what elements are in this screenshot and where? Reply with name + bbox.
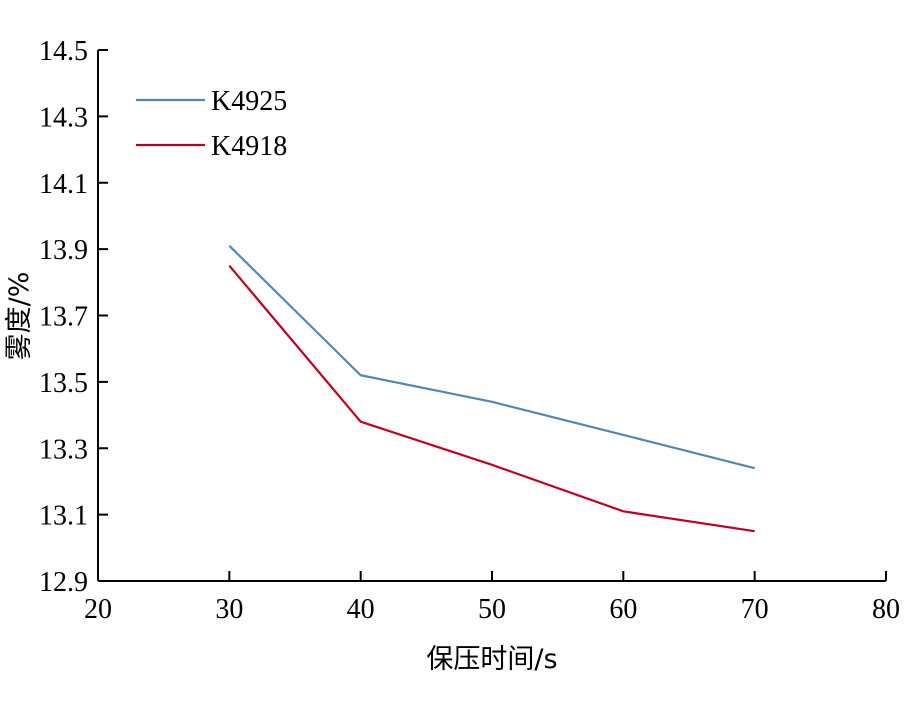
x-tick-label: 50 (478, 594, 506, 625)
y-tick-label: 13.3 (39, 434, 88, 465)
y-tick-label: 14.5 (39, 36, 88, 67)
legend: K4925 K4918 (136, 86, 287, 162)
series-line-k4918 (228, 265, 755, 533)
x-axis-title: 保压时间/s (426, 644, 557, 675)
x-tick-label: 40 (347, 594, 375, 625)
y-tick-label: 12.9 (39, 567, 88, 598)
x-tick-label: 70 (741, 594, 769, 625)
y-tick-label: 13.7 (39, 302, 88, 333)
x-tick-label: 60 (609, 594, 637, 625)
y-tick-label: 13.9 (39, 235, 88, 266)
x-tick-label: 20 (84, 594, 112, 625)
legend-label: K4925 (211, 86, 287, 117)
y-tick-label: 13.1 (39, 501, 88, 532)
x-axis-ticks: 20 30 40 50 60 70 80 (84, 571, 900, 625)
y-axis-title: 雾度/% (4, 272, 35, 361)
y-tick-label: 14.1 (39, 169, 88, 200)
legend-label: K4918 (211, 131, 287, 162)
axes (97, 50, 886, 582)
x-tick-label: 30 (215, 594, 243, 625)
x-tick-label: 80 (872, 594, 900, 625)
y-axis-ticks: 12.9 13.1 13.3 13.5 13.7 13.9 14.1 14.3 14.5 (39, 36, 108, 598)
series-line-k4925 (228, 245, 755, 470)
y-tick-label: 13.5 (39, 368, 88, 399)
series-lines (228, 245, 755, 533)
y-tick-label: 14.3 (39, 102, 88, 133)
